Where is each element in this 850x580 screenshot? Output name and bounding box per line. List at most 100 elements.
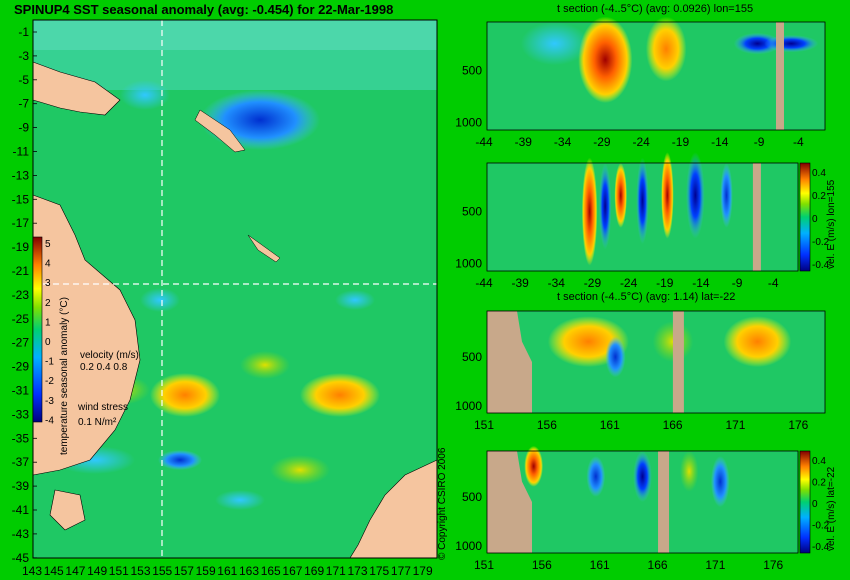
section-anomaly — [710, 456, 730, 508]
section-colorbar-tick: 0 — [812, 499, 818, 510]
section-xtick-label: -24 — [620, 276, 638, 290]
map-xtick-label: 173 — [348, 564, 368, 578]
section-ytick-label: 1000 — [455, 256, 482, 270]
section-xtick-label: -34 — [554, 135, 572, 149]
land-solomon-islands — [194, 109, 246, 153]
section-anomaly — [586, 456, 606, 497]
velocity-scale: 0.2 0.4 0.8 — [80, 362, 128, 373]
map-ytick-label: -1 — [18, 25, 29, 39]
section-ytick-label: 500 — [462, 350, 482, 364]
section-colorbar — [799, 450, 811, 554]
map-xtick-label: 161 — [217, 564, 237, 578]
map-ytick-label: -31 — [12, 384, 30, 398]
map-ytick-label: -41 — [12, 503, 30, 517]
map-ytick-label: -35 — [12, 431, 30, 445]
section-anomaly — [686, 152, 705, 239]
section-land — [487, 451, 532, 553]
map-ytick-label: -19 — [12, 240, 30, 254]
section-ytick-label: 1000 — [455, 115, 482, 129]
section-xtick-label: 171 — [725, 418, 745, 432]
section-title: t section (-4..5°C) (avg: 1.14) lat=-22 — [557, 291, 736, 303]
land-australia — [32, 194, 141, 476]
map-ytick-label: -5 — [18, 73, 29, 87]
section-xtick-label: 156 — [532, 558, 552, 572]
section-land — [658, 451, 670, 553]
section-colorbar-tick: -0.2 — [812, 237, 830, 248]
section-xtick-label: 176 — [763, 558, 783, 572]
map-xtick-label: 143 — [22, 564, 42, 578]
section-xtick-label: -4 — [793, 135, 804, 149]
map-xtick-label: 149 — [87, 564, 107, 578]
section-title: t section (-4..5°C) (avg: 0.0926) lon=15… — [557, 3, 754, 15]
map-colorbar: 5 4 3 2 1 0 -1 -2 -3 -4 temperature seasonal anom… — [32, 236, 70, 455]
section-panel-1: 500 1000 -44 -39 -34 -29 -24 -19 -14 -9 -4 — [455, 16, 826, 149]
map-ytick-label: -27 — [12, 336, 30, 350]
section-colorbar-tick: 0.2 — [812, 191, 826, 202]
section-xtick-label: -39 — [511, 276, 529, 290]
map-xtick-label: 163 — [239, 564, 259, 578]
colorbar-tick-label: 1 — [45, 317, 51, 328]
section-panel-2: 500 1000 -44 -39 -34 -29 -24 -19 -14 -9 -4 0.4 0.2 0 -… — [455, 152, 837, 290]
map-xtick-label: 147 — [65, 564, 85, 578]
section-colorbar-label: vel. E (m/s) lon=155 — [826, 179, 837, 269]
section-anomaly — [598, 163, 612, 250]
section-anomaly — [614, 163, 627, 228]
colorbar-tick-label: 4 — [45, 259, 51, 270]
section-xtick-label: -24 — [632, 135, 650, 149]
section-xtick-label: 156 — [537, 418, 557, 432]
section-xtick-label: 166 — [648, 558, 668, 572]
colorbar-tick-label: 3 — [45, 278, 51, 289]
land-tasmania — [49, 489, 86, 531]
map-ytick-label: -9 — [18, 121, 29, 135]
map-xtick-label: 169 — [304, 564, 324, 578]
map-ytick-label: -11 — [13, 145, 30, 159]
map-ytick-label: -25 — [12, 312, 30, 326]
section-anomaly — [578, 16, 633, 103]
section-anomaly — [636, 157, 649, 244]
section-xtick-label: -44 — [475, 276, 493, 290]
section-xtick-label: -34 — [548, 276, 566, 290]
section-xtick-label: -9 — [732, 276, 743, 290]
section-anomaly — [733, 32, 782, 55]
section-xtick-label: -14 — [711, 135, 729, 149]
section-xtick-label: -29 — [593, 135, 611, 149]
section-anomaly — [520, 21, 589, 66]
map-ytick-label: -3 — [18, 49, 29, 63]
map-xtick-label: 155 — [152, 564, 172, 578]
map-ytick-label: -39 — [12, 479, 30, 493]
velocity-label: velocity (m/s) — [80, 350, 139, 361]
section-xtick-label: 171 — [705, 558, 725, 572]
map-xtick-label: 179 — [413, 564, 433, 578]
map-ytick-label: -7 — [18, 97, 29, 111]
map-cold-anomaly — [200, 90, 320, 150]
colorbar-label: temperature seasonal anomaly (°C) — [59, 297, 70, 455]
section-xtick-label: 161 — [600, 418, 620, 432]
section-anomaly — [581, 157, 598, 266]
section-land — [775, 22, 784, 130]
section-land — [487, 311, 532, 413]
map-ytick-label: -43 — [12, 527, 30, 541]
map-ytick-label: -45 — [12, 551, 30, 565]
section-panel-3: 500 1000 151 156 161 166 171 176 — [455, 310, 826, 432]
colorbar-tick-label: 2 — [45, 298, 51, 309]
section-anomaly — [661, 152, 674, 239]
section-colorbar-tick: -0.2 — [812, 521, 830, 532]
section-xtick-label: -39 — [515, 135, 533, 149]
section-anomaly — [764, 34, 819, 53]
section-land — [672, 311, 684, 413]
section-anomaly — [720, 163, 733, 228]
section-xtick-label: -19 — [672, 135, 690, 149]
section-xtick-label: -44 — [475, 135, 493, 149]
section-colorbar-tick: 0.4 — [812, 168, 826, 179]
section-anomaly — [524, 445, 543, 487]
section-panel-4: 500 1000 151 156 161 166 171 176 0.4 0.2 0 -0.2 -0.4… — [455, 445, 837, 572]
section-colorbar-tick: -0.4 — [812, 260, 830, 271]
section-colorbar-label: vel. E (m/s) lat=-22 — [826, 466, 837, 551]
section-xtick-label: 151 — [474, 418, 494, 432]
map-xtick-label: 167 — [282, 564, 302, 578]
map-xtick-label: 159 — [196, 564, 216, 578]
section-colorbar — [799, 162, 811, 272]
section-anomaly — [633, 451, 652, 502]
map-ytick-label: -21 — [12, 264, 30, 278]
